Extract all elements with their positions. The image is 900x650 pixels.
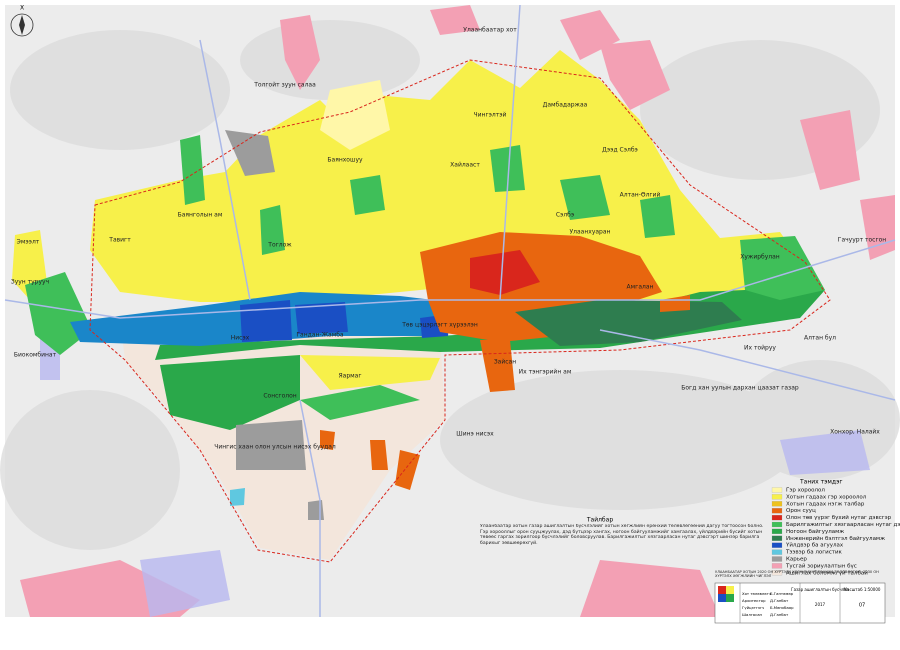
city-boundary [89,59,831,563]
legend-label: Барилгажилтыг хязгаарласан нутаг дэвсгэр [786,522,900,528]
place-label: Зайсан [494,359,516,366]
legend-swatch [771,542,783,548]
legend-swatch [771,501,783,507]
place-label: Чингис хаан олон улсын нисэх буудал [214,444,336,451]
ger-light [320,80,390,150]
legend-label: Инженерийн бэлтгэл байгууламж [786,535,885,542]
title-block: УЛААНБААТАР ХОТЫН 2020 ОН ХҮРТЭЛХ ХӨГЖЛИ… [714,570,886,624]
sheet-no: 07 [859,603,865,609]
legend-swatch [771,570,783,576]
place-label: Богд хан уулын дархан цаазат газар [681,385,799,392]
place-label: Тавигт [108,237,131,244]
role: Гүйцэтгэгч [742,605,764,610]
legend-label: Тусгай зориулалтын бүс [785,562,857,569]
place-label: Гачуурт тосгон [838,237,886,244]
notes: Тайлбар Улаанбаатар хотын газар ашиглалт… [480,517,764,546]
north-arrow: Х [10,5,34,37]
place-label: Тоглож [267,242,292,249]
person: Б.Гантөмөр [770,591,794,596]
legend-label: Орон сууц [786,508,816,514]
place-label: Алтан бул [804,335,836,342]
place-label: Сэлбэ [556,212,574,219]
green-west [25,272,92,355]
person: Д.Ганбат [770,598,789,603]
legend-label: Хотын гадаах нэгж талбар [786,501,865,507]
legend-label: Ногоон байгууламж [786,528,844,535]
place-label: Амгалан [627,284,654,291]
heading-box: УЛААНБААТАР ХОТЫН 2020 ОН ХҮРТЭЛХ ХӨГЖЛИ… [715,570,879,579]
place-label: Шинэ нисэх [456,431,494,438]
place-label: Чингэлтэй [474,112,507,119]
engineering-area [515,300,742,346]
yarmag-area [300,355,440,390]
place-label: Сонсголон [263,393,296,400]
role: Шалгасан [742,612,763,617]
place-label: Гандан-Жамба [296,332,344,339]
north-label: Х [20,5,24,12]
place-label: Алтан-Өлгий [620,192,661,199]
place-label: Нисэх [231,335,250,342]
mixed-use-center [470,250,540,295]
place-label: Төв цэцэрлэгт хүрээлэн [401,322,478,329]
legend-swatch [771,514,783,521]
place-label: Баянхошуу [327,157,363,164]
legend-label: Ашиглах боломжгүй талбай [786,569,868,576]
place-label: Улаанбаатар хот [463,27,517,34]
legend-swatch [771,549,783,555]
place-label: Яармаг [338,373,361,380]
place-label: Баянголын ам [178,212,223,219]
place-label: Эмээлт [17,239,40,246]
title-heading: УЛААНБААТАР ХОТЫН 2020 ОН ХҮРТЭЛХ ХӨГЖЛИ… [715,570,879,579]
place-label: Толгойт зуун салаа [253,82,316,89]
place-label: Хужирбулан [740,254,780,261]
year: 2017 [815,602,826,607]
place-label: Хайлааст [450,162,480,169]
legend-swatch [771,521,783,528]
hillshade [0,20,900,550]
roads [4,4,896,617]
quarries [225,130,324,520]
legend-label: Гэр хороолол [786,488,825,494]
place-label: Хонхор, Налайх [830,429,880,436]
place-label: Дээд Сэлбэ [602,147,638,154]
legend-swatch [771,508,783,514]
legend-swatch [771,563,783,569]
person: Б.Мөнхбаяр [770,605,794,610]
place-labels: Улаанбаатар хот Дамбадаржаа Чингэлтэй Толго… [11,27,886,451]
role: Архитектор [742,598,766,603]
legend-swatch [771,556,783,562]
roles: Хот төлөвлөгч Б.Гантөмөр Архитектор Д.Ганба… [742,591,794,617]
scale: Масштаб 1:50000 [844,587,881,592]
green-belt-west [160,355,300,430]
legend-title: Таних тэмдэг [799,479,843,486]
sheet-name: Газар ашиглалтын бүсчлэл [791,587,849,592]
legend-swatch [771,528,783,535]
notes-body-box: Улаанбаатар хотын газар ашиглалтын бүсчл… [480,524,764,546]
notes-title: Тайлбар [586,517,613,524]
legend-swatch [771,535,783,541]
notes-body: Улаанбаатар хотын газар ашиглалтын бүсчл… [480,524,764,546]
role: Хот төлөвлөгч [742,591,771,596]
place-label: Их тойруу [744,345,776,352]
person: Д.Ганбат [770,612,789,617]
legend-label: Карьер [786,557,807,563]
place-label: Дамбадаржаа [543,102,588,109]
legend-label: Хотын гадаах гэр хороолол [786,494,867,500]
legend-swatch [771,494,783,500]
place-label: Биокомбинат [14,352,57,359]
legend-swatch [771,487,783,493]
legend-label: Тээвэр ба логистик [785,550,843,556]
place-label: Улаанхуаран [570,229,611,236]
place-label: Зуун турууч [11,279,49,286]
legend-label: Олон төв үүрэг бүхий нутаг дэвсгэр [786,514,892,521]
transport-patch [230,488,245,506]
place-label: Их тэнгэрийн ам [519,369,572,376]
green-patches [180,135,825,420]
legend-label: Үйлдвэр ба агуулах [785,542,844,549]
